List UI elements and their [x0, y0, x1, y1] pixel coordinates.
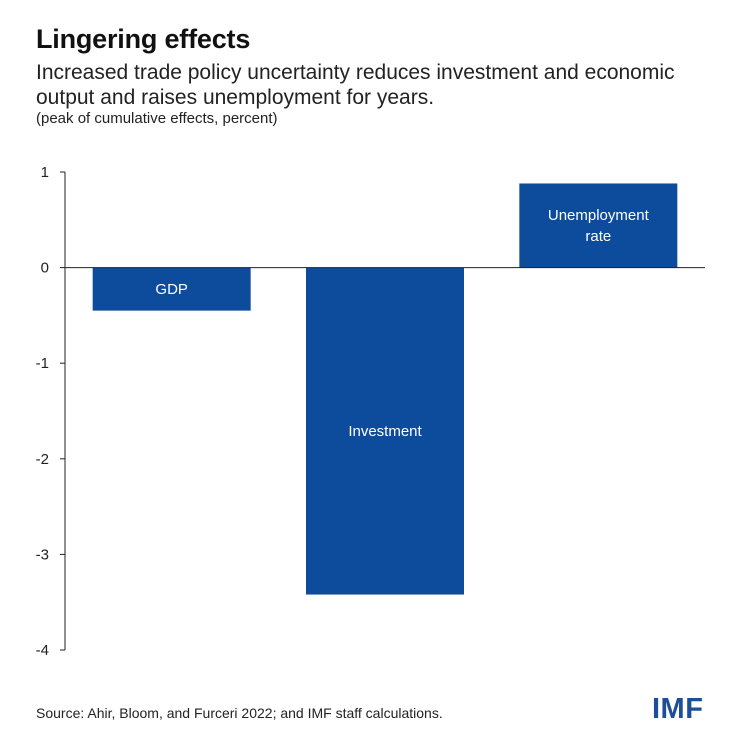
bar-gdp — [92, 267, 251, 311]
y-tick-label: -4 — [36, 642, 49, 659]
bar-label: rate — [585, 228, 611, 245]
bar-label: GDP — [155, 281, 188, 298]
bar-label: Unemployment — [548, 207, 650, 224]
y-tick-label: 0 — [41, 260, 49, 277]
chart-units-note: (peak of cumulative effects, percent) — [36, 110, 278, 127]
bar-investment — [306, 267, 464, 595]
y-tick-label: -1 — [36, 355, 49, 372]
y-tick-label: -2 — [36, 451, 49, 468]
bar-unemployment-rate — [519, 183, 678, 268]
chart-title: Lingering effects — [36, 24, 251, 54]
bar-label: Investment — [348, 423, 422, 440]
imf-logo: IMF — [652, 693, 704, 725]
source-note: Source: Ahir, Bloom, and Furceri 2022; a… — [36, 705, 443, 721]
chart-subtitle: Increased trade policy uncertainty reduc… — [36, 61, 675, 109]
y-tick-label: -3 — [36, 546, 49, 563]
y-tick-label: 1 — [41, 164, 49, 181]
